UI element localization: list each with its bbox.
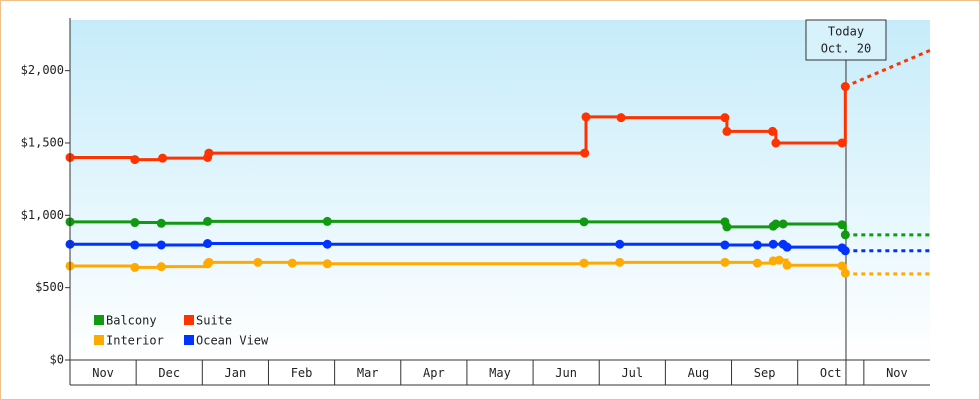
y-tick-label: $2,000 bbox=[21, 63, 64, 77]
today-label: Today bbox=[828, 25, 864, 39]
data-point bbox=[840, 230, 850, 240]
x-tick-label: Sep bbox=[754, 366, 776, 380]
data-point bbox=[287, 258, 297, 268]
data-point bbox=[778, 219, 788, 229]
data-point bbox=[615, 257, 625, 267]
y-tick-label: $0 bbox=[50, 353, 64, 367]
data-point bbox=[720, 113, 730, 123]
data-point bbox=[322, 259, 332, 269]
data-point bbox=[720, 240, 730, 250]
data-point bbox=[204, 257, 214, 267]
legend-label: Suite bbox=[196, 314, 232, 328]
data-point bbox=[768, 239, 778, 249]
legend-label: Balcony bbox=[106, 314, 157, 328]
x-tick-label: Jul bbox=[621, 366, 643, 380]
data-point bbox=[771, 219, 781, 229]
data-point bbox=[156, 240, 166, 250]
data-point bbox=[130, 262, 140, 272]
data-point bbox=[130, 155, 140, 165]
data-point bbox=[203, 239, 213, 249]
data-point bbox=[782, 260, 792, 270]
x-tick-label: Aug bbox=[688, 366, 710, 380]
data-point bbox=[840, 82, 850, 92]
legend-swatch bbox=[94, 315, 104, 325]
x-tick-label: Jan bbox=[225, 366, 247, 380]
data-point bbox=[156, 262, 166, 272]
data-point bbox=[722, 126, 732, 136]
data-point bbox=[322, 216, 332, 226]
x-tick-label: Mar bbox=[357, 366, 379, 380]
data-point bbox=[720, 257, 730, 267]
data-point bbox=[837, 220, 847, 230]
data-point bbox=[616, 113, 626, 123]
y-tick-label: $1,500 bbox=[21, 135, 64, 149]
data-point bbox=[722, 222, 732, 232]
data-point bbox=[579, 258, 589, 268]
legend-label: Interior bbox=[106, 334, 164, 348]
data-point bbox=[204, 148, 214, 158]
data-point bbox=[771, 138, 781, 148]
data-point bbox=[253, 257, 263, 267]
today-box bbox=[805, 19, 887, 61]
x-tick-label: Feb bbox=[291, 366, 313, 380]
x-tick-label: May bbox=[489, 366, 511, 380]
data-point bbox=[322, 239, 332, 249]
data-point bbox=[203, 216, 213, 226]
legend-label: Ocean View bbox=[196, 334, 269, 348]
x-tick-label: Apr bbox=[423, 366, 445, 380]
data-point bbox=[581, 112, 591, 122]
legend-swatch bbox=[184, 335, 194, 345]
today-label: Oct. 20 bbox=[821, 42, 872, 56]
data-point bbox=[782, 242, 792, 252]
data-point bbox=[840, 246, 850, 256]
legend-swatch bbox=[184, 315, 194, 325]
data-point bbox=[158, 153, 168, 163]
data-point bbox=[615, 239, 625, 249]
x-tick-label: Dec bbox=[158, 366, 180, 380]
data-point bbox=[768, 126, 778, 136]
data-point bbox=[752, 240, 762, 250]
data-point bbox=[130, 218, 140, 228]
data-point bbox=[837, 138, 847, 148]
x-tick-label: Nov bbox=[92, 366, 114, 380]
data-point bbox=[774, 255, 784, 265]
data-point bbox=[156, 218, 166, 228]
data-point bbox=[580, 148, 590, 158]
x-tick-label: Oct bbox=[820, 366, 842, 380]
data-point bbox=[840, 268, 850, 278]
data-point bbox=[752, 258, 762, 268]
y-tick-label: $1,000 bbox=[21, 208, 64, 222]
x-tick-label: Jun bbox=[555, 366, 577, 380]
data-point bbox=[837, 261, 847, 271]
y-tick-label: $500 bbox=[35, 280, 64, 294]
data-point bbox=[130, 240, 140, 250]
plot-background bbox=[70, 20, 930, 360]
x-tick-label: Nov bbox=[886, 366, 908, 380]
data-point bbox=[579, 217, 589, 227]
legend-swatch bbox=[94, 335, 104, 345]
